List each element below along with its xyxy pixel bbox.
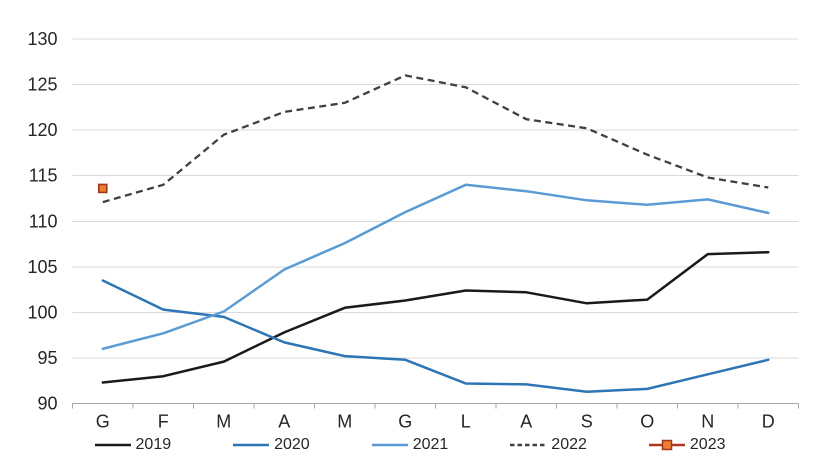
legend-label-2023: 2023 <box>689 436 726 453</box>
x-axis-tick-label-10: N <box>701 412 714 432</box>
x-axis-tick-label-2: M <box>216 412 231 432</box>
legend-label-2022: 2022 <box>551 436 587 453</box>
legend-marker-2023 <box>661 439 673 451</box>
legend-item-2023[interactable]: 2023 <box>648 436 726 453</box>
x-axis-tick-label-4: M <box>337 412 352 432</box>
y-axis-tick-label-130: 130 <box>27 29 57 49</box>
x-axis-tick-label-1: F <box>158 412 169 432</box>
legend-label-2020: 2020 <box>274 436 310 453</box>
chart-legend: 2019 2020 2021 2022 2023 <box>0 430 820 460</box>
x-axis-tick-label-9: O <box>640 412 654 432</box>
legend-swatch-2019 <box>94 443 131 447</box>
series-line-2022[interactable] <box>102 74 769 204</box>
legend-swatch-2021 <box>371 443 408 447</box>
y-axis-tick-label-100: 100 <box>27 302 57 322</box>
x-axis-tick-label-7: A <box>520 412 532 432</box>
legend-item-2021[interactable]: 2021 <box>371 436 449 453</box>
series-line-2021[interactable] <box>101 183 770 351</box>
y-axis-tick-label-90: 90 <box>37 394 57 414</box>
y-axis-tick-label-95: 95 <box>37 348 57 368</box>
legend-label-2021: 2021 <box>412 436 449 453</box>
x-axis-tick-label-5: G <box>398 412 412 432</box>
y-axis-tick-label-110: 110 <box>29 211 58 231</box>
legend-swatch-2023 <box>648 439 685 451</box>
legend-swatch-2022 <box>510 443 547 447</box>
legend-item-2022[interactable]: 2022 <box>510 437 587 453</box>
legend-label-2019: 2019 <box>135 436 172 453</box>
x-axis-tick-label-3: A <box>278 412 290 432</box>
y-axis-tick-label-120: 120 <box>27 120 57 140</box>
x-axis-tick-label-11: D <box>762 412 775 432</box>
series-line-2020[interactable] <box>101 279 770 393</box>
legend-item-2020[interactable]: 2020 <box>233 437 310 453</box>
y-axis-tick-label-125: 125 <box>27 75 57 95</box>
y-axis-tick-label-105: 105 <box>27 257 57 277</box>
legend-item-2019[interactable]: 2019 <box>94 436 172 453</box>
series-marker-2023[interactable] <box>97 183 108 194</box>
x-axis-tick-label-6: L <box>461 412 471 432</box>
x-axis-tick-label-8: S <box>581 412 593 432</box>
line-chart-canvas: 90 95 100 105 110 115 120 125 130 G F M A M G L A S O N D <box>27 29 800 432</box>
series-line-2019[interactable] <box>101 250 770 384</box>
x-axis-tick-label-0: G <box>96 412 110 432</box>
y-axis-tick-label-115: 115 <box>29 166 58 186</box>
legend-swatch-2020 <box>233 443 270 447</box>
